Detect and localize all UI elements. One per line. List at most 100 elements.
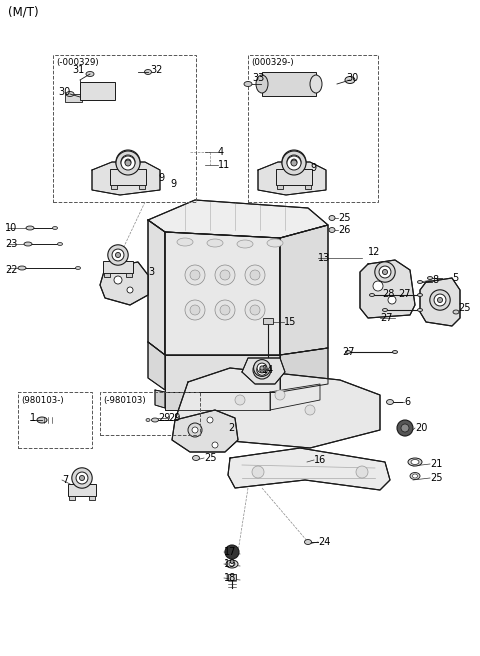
Ellipse shape: [329, 228, 335, 232]
Text: 27: 27: [380, 313, 393, 323]
Polygon shape: [172, 410, 238, 452]
Text: 6: 6: [404, 397, 410, 407]
Circle shape: [250, 270, 260, 280]
Bar: [276, 169, 312, 185]
Bar: [111, 185, 117, 189]
Circle shape: [215, 265, 235, 285]
Ellipse shape: [418, 281, 422, 283]
Text: 9: 9: [310, 163, 316, 173]
Ellipse shape: [106, 268, 110, 272]
Bar: [103, 261, 133, 273]
Circle shape: [287, 156, 301, 170]
Circle shape: [188, 423, 202, 437]
Polygon shape: [280, 348, 328, 392]
Polygon shape: [270, 384, 320, 410]
Circle shape: [260, 368, 264, 372]
Ellipse shape: [346, 350, 350, 354]
Bar: [126, 273, 132, 277]
Circle shape: [397, 420, 413, 436]
Circle shape: [245, 265, 265, 285]
Circle shape: [72, 468, 92, 488]
Polygon shape: [165, 392, 270, 410]
Circle shape: [108, 245, 128, 265]
Text: 8: 8: [432, 275, 438, 285]
Text: 28: 28: [382, 289, 395, 299]
Circle shape: [116, 151, 140, 175]
Ellipse shape: [66, 91, 74, 96]
Text: 26: 26: [338, 225, 350, 235]
Ellipse shape: [453, 310, 459, 314]
Ellipse shape: [75, 266, 81, 270]
Circle shape: [282, 151, 306, 175]
Ellipse shape: [370, 293, 374, 297]
Circle shape: [76, 472, 88, 484]
Bar: [65, 94, 82, 102]
Text: 31: 31: [72, 65, 84, 75]
Circle shape: [121, 155, 135, 169]
Circle shape: [235, 395, 245, 405]
Circle shape: [225, 545, 239, 559]
Ellipse shape: [418, 293, 422, 297]
Circle shape: [116, 150, 140, 174]
Polygon shape: [175, 368, 380, 448]
Bar: [248, 55, 378, 202]
Text: 12: 12: [368, 247, 380, 257]
Circle shape: [250, 305, 260, 315]
Circle shape: [185, 300, 205, 320]
Ellipse shape: [58, 243, 62, 245]
Bar: [89, 496, 95, 500]
Circle shape: [434, 294, 446, 306]
Text: 25: 25: [430, 473, 443, 483]
Text: (M/T): (M/T): [8, 5, 38, 18]
Ellipse shape: [18, 266, 26, 270]
Ellipse shape: [256, 75, 268, 93]
Ellipse shape: [410, 472, 420, 480]
Circle shape: [245, 300, 265, 320]
Ellipse shape: [237, 240, 253, 248]
Polygon shape: [258, 162, 326, 195]
Polygon shape: [242, 358, 285, 384]
Text: 13: 13: [318, 253, 330, 263]
Bar: [69, 496, 75, 500]
Text: 10: 10: [5, 223, 17, 233]
Bar: [18, 392, 92, 448]
Polygon shape: [148, 342, 165, 390]
Text: 4: 4: [218, 147, 224, 157]
Circle shape: [375, 262, 395, 282]
Ellipse shape: [428, 276, 432, 279]
Circle shape: [112, 249, 124, 261]
Text: (980103-): (980103-): [21, 396, 64, 405]
Bar: [262, 72, 316, 96]
Polygon shape: [100, 262, 148, 305]
Ellipse shape: [24, 242, 32, 246]
Text: 18: 18: [224, 573, 236, 583]
Text: 29: 29: [158, 413, 170, 423]
Bar: [53, 55, 196, 202]
Ellipse shape: [267, 239, 283, 247]
Bar: [68, 484, 96, 496]
Polygon shape: [148, 220, 165, 355]
Circle shape: [190, 305, 200, 315]
Ellipse shape: [229, 562, 235, 566]
Text: 30: 30: [346, 73, 358, 83]
Circle shape: [121, 156, 135, 170]
Circle shape: [373, 281, 383, 291]
Circle shape: [257, 363, 267, 373]
Ellipse shape: [226, 560, 238, 568]
Circle shape: [291, 159, 297, 165]
Ellipse shape: [304, 539, 312, 544]
Text: 14: 14: [262, 365, 274, 375]
Text: 25: 25: [458, 303, 470, 313]
Text: 1: 1: [30, 413, 36, 423]
Text: 9: 9: [170, 179, 176, 189]
Circle shape: [257, 365, 267, 375]
Circle shape: [253, 361, 271, 379]
Ellipse shape: [37, 417, 47, 423]
Text: 5: 5: [452, 273, 458, 283]
Ellipse shape: [144, 70, 152, 75]
Polygon shape: [165, 232, 280, 355]
Circle shape: [430, 290, 450, 310]
Circle shape: [220, 305, 230, 315]
Circle shape: [116, 253, 120, 258]
Circle shape: [252, 466, 264, 478]
